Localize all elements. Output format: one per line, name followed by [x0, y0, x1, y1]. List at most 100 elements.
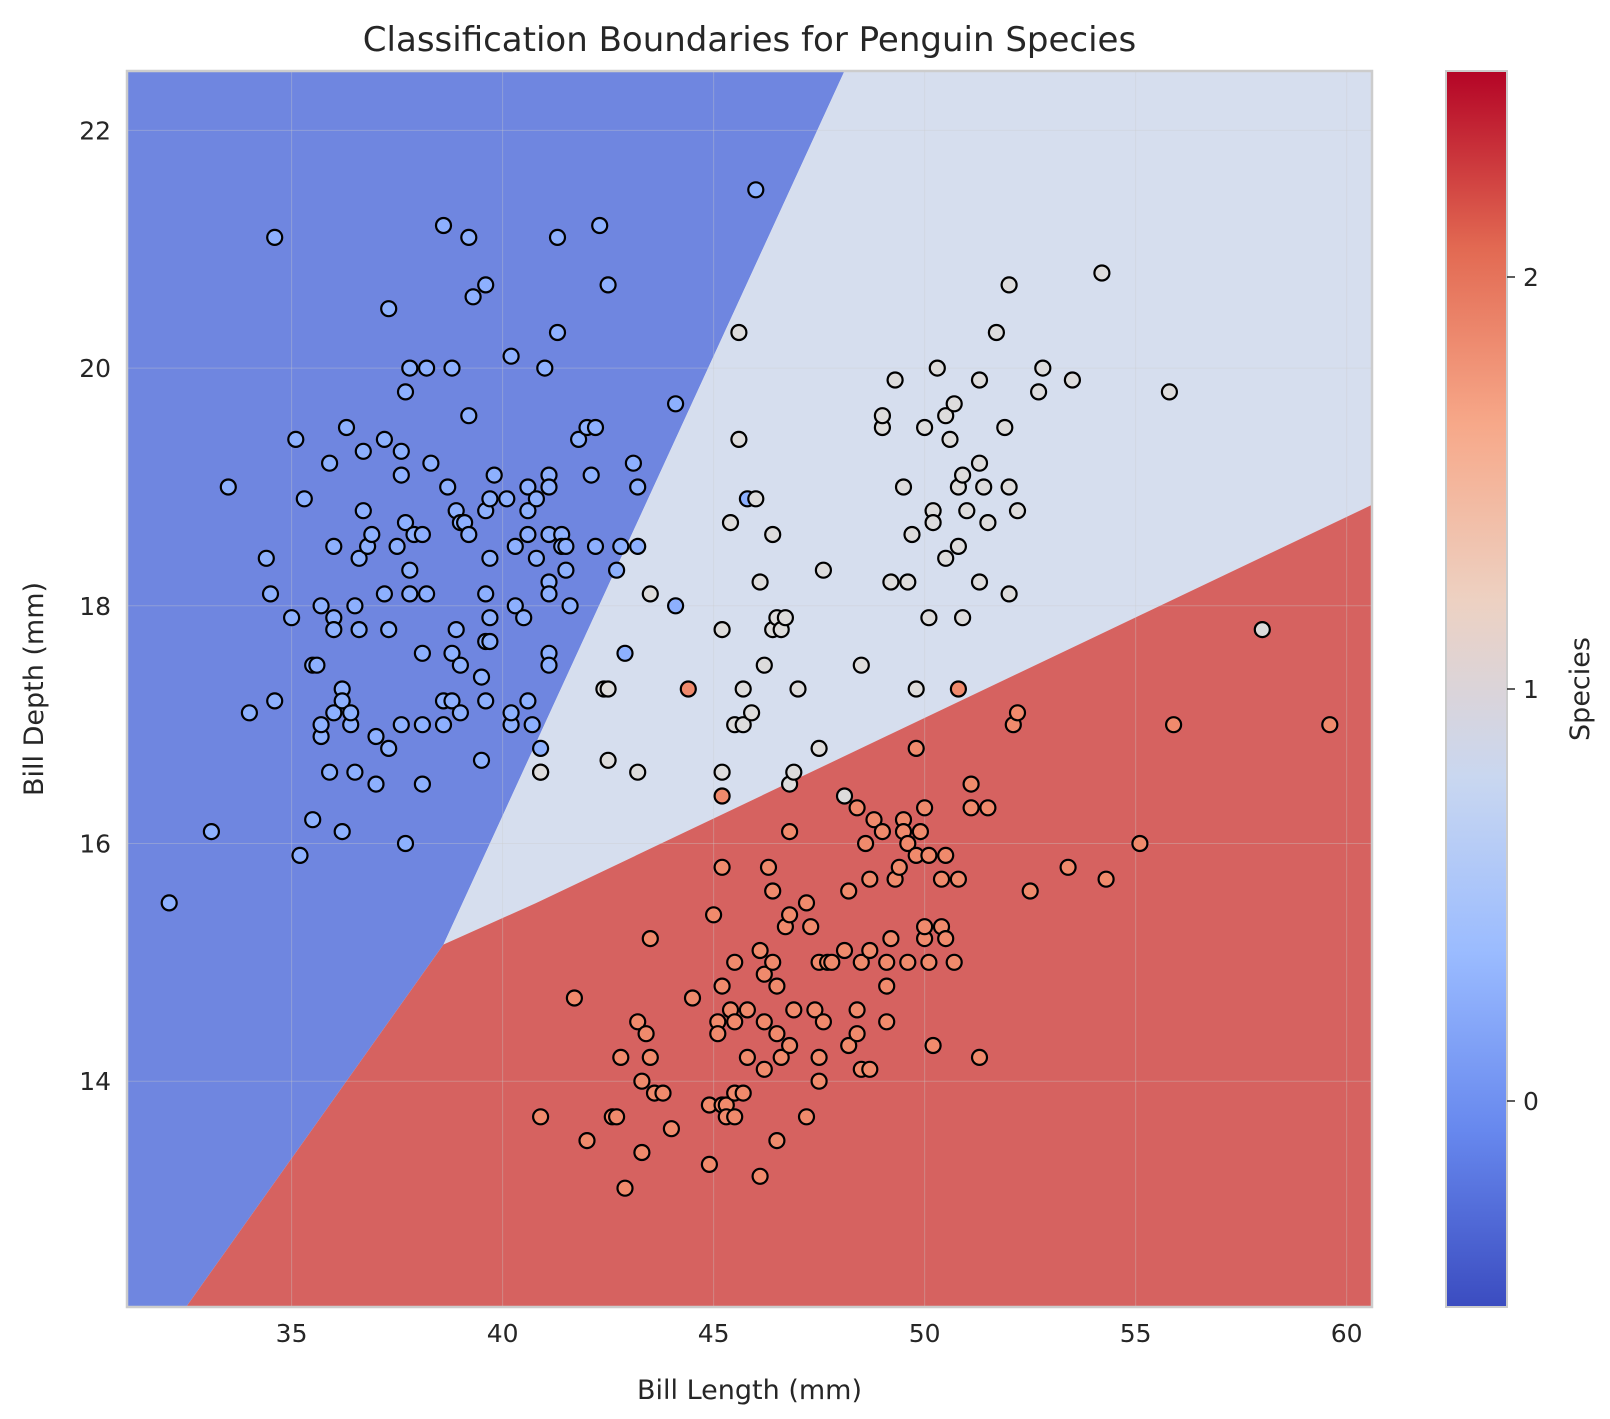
- point-class-0: [481, 549, 499, 567]
- point-class-0: [354, 502, 372, 520]
- point-class-0: [477, 276, 495, 294]
- point-class-2: [949, 680, 968, 698]
- point-class-1: [531, 763, 550, 781]
- point-class-0: [342, 704, 360, 722]
- point-class-2: [1008, 704, 1027, 722]
- point-class-0: [418, 585, 436, 603]
- point-class-0: [472, 751, 491, 769]
- point-class-0: [536, 359, 554, 377]
- x-tick-label: 45: [698, 1319, 730, 1348]
- point-class-0: [392, 716, 410, 734]
- point-class-0: [506, 597, 524, 615]
- point-class-2: [1097, 870, 1115, 888]
- point-class-2: [920, 953, 938, 971]
- point-class-0: [380, 300, 398, 318]
- point-class-0: [506, 537, 524, 556]
- point-class-0: [519, 502, 537, 520]
- point-class-1: [1008, 502, 1027, 520]
- point-class-2: [899, 953, 917, 971]
- point-class-2: [873, 822, 892, 841]
- point-class-1: [907, 680, 925, 698]
- point-class-2: [861, 1060, 879, 1078]
- plot-frame: [125, 69, 1374, 1309]
- point-class-0: [548, 323, 567, 342]
- point-class-2: [764, 882, 782, 900]
- point-class-2: [785, 1001, 803, 1019]
- point-class-1: [970, 573, 989, 591]
- point-class-2: [531, 1108, 550, 1126]
- point-class-0: [481, 632, 499, 651]
- point-class-2: [797, 1108, 816, 1126]
- scatter-points: [160, 181, 1339, 1197]
- point-class-2: [768, 977, 786, 995]
- point-class-2: [861, 870, 879, 888]
- x-tick-label: 50: [909, 1319, 941, 1348]
- point-class-2: [726, 1013, 744, 1031]
- point-class-1: [975, 478, 993, 496]
- point-class-2: [607, 1108, 626, 1126]
- point-class-2: [835, 941, 854, 960]
- point-class-2: [565, 989, 584, 1007]
- point-class-0: [413, 644, 431, 662]
- point-class-2: [878, 977, 896, 995]
- point-class-2: [962, 799, 980, 817]
- point-class-1: [734, 680, 752, 698]
- point-class-0: [283, 609, 301, 627]
- point-class-0: [312, 597, 330, 615]
- point-class-1: [928, 359, 946, 377]
- point-class-2: [840, 1036, 858, 1055]
- point-class-2: [654, 1084, 672, 1102]
- point-class-2: [882, 929, 900, 948]
- point-class-1: [987, 323, 1006, 342]
- point-class-2: [949, 870, 968, 888]
- point-class-1: [764, 525, 782, 544]
- point-class-2: [704, 906, 723, 924]
- point-class-0: [325, 704, 343, 722]
- point-class-1: [1000, 478, 1018, 496]
- point-class-0: [363, 525, 381, 544]
- point-class-0: [481, 609, 499, 627]
- point-class-0: [451, 704, 469, 722]
- point-class-2: [810, 1048, 828, 1067]
- point-class-0: [747, 181, 765, 199]
- point-class-2: [755, 1013, 773, 1031]
- y-tick-label: 20: [79, 354, 111, 383]
- point-class-0: [629, 478, 647, 496]
- point-class-2: [932, 870, 951, 888]
- point-class-2: [662, 1120, 681, 1138]
- point-class-2: [878, 1013, 896, 1031]
- point-class-2: [780, 1036, 799, 1055]
- point-class-0: [380, 620, 398, 639]
- point-class-0: [540, 656, 558, 674]
- region-class-0: [127, 71, 845, 1307]
- point-class-0: [396, 383, 415, 401]
- colorbar: [1445, 70, 1508, 1308]
- point-class-0: [569, 430, 588, 448]
- point-class-0: [388, 537, 406, 556]
- point-class-0: [629, 537, 647, 556]
- point-class-0: [346, 763, 364, 781]
- point-class-1: [755, 656, 773, 674]
- point-class-0: [523, 716, 541, 734]
- point-class-1: [852, 656, 870, 674]
- point-class-0: [498, 490, 516, 508]
- point-class-2: [616, 1179, 634, 1197]
- point-class-1: [953, 466, 972, 484]
- point-class-0: [477, 692, 495, 710]
- point-class-0: [460, 407, 478, 425]
- point-class-0: [616, 644, 634, 662]
- point-class-2: [780, 822, 799, 841]
- point-class-1: [1253, 620, 1271, 639]
- point-class-0: [337, 418, 356, 437]
- point-class-1: [886, 371, 904, 389]
- point-class-2: [1059, 858, 1077, 876]
- point-class-0: [519, 478, 537, 496]
- point-class-0: [557, 537, 575, 556]
- y-tick-label: 22: [79, 116, 111, 145]
- point-class-2: [713, 977, 731, 995]
- point-class-2: [751, 941, 769, 960]
- point-class-1: [713, 763, 731, 781]
- point-class-2: [861, 941, 879, 960]
- point-class-0: [540, 585, 558, 603]
- point-class-2: [970, 1048, 989, 1067]
